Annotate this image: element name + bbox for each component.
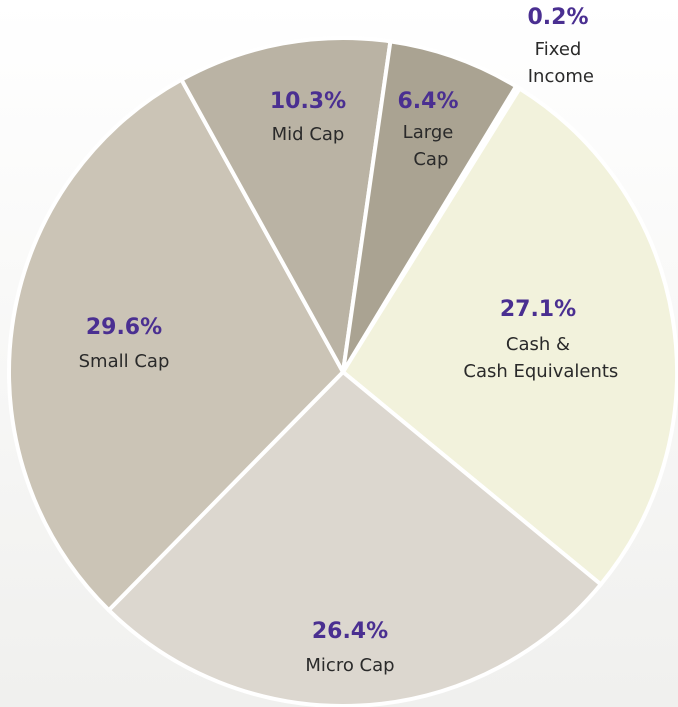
category-label: Large Cap — [403, 122, 454, 170]
category-label-line: Mid Cap — [272, 124, 345, 145]
category-label: Mid Cap — [272, 124, 345, 145]
category-label: Small Cap — [79, 351, 170, 372]
value-label: 6.4% — [397, 89, 458, 114]
category-label: Cash & Cash Equivalents — [458, 334, 619, 382]
category-label-line: Micro Cap — [305, 655, 394, 676]
category-label: Micro Cap — [305, 655, 394, 676]
pie-slice — [106, 370, 603, 707]
category-label-line: Cap — [408, 149, 449, 170]
category-label-line: Cash & — [506, 334, 570, 355]
category-label-line: Cash Equivalents — [458, 361, 619, 382]
category-label-line: Income — [522, 66, 594, 87]
category-label-line: Fixed — [535, 39, 582, 60]
pie-slice — [341, 86, 678, 587]
value-label: 10.3% — [270, 89, 346, 114]
category-label-line: Small Cap — [79, 351, 170, 372]
value-label: 0.2% — [527, 5, 588, 30]
pie-slice — [179, 36, 393, 374]
pie-slice — [7, 77, 345, 613]
pie-slice — [341, 39, 519, 374]
value-label: 29.6% — [86, 315, 162, 340]
value-label: 26.4% — [312, 619, 388, 644]
category-label: Fixed Income — [522, 39, 594, 87]
category-label-line: Large — [403, 122, 454, 143]
value-label: 27.1% — [500, 297, 576, 322]
